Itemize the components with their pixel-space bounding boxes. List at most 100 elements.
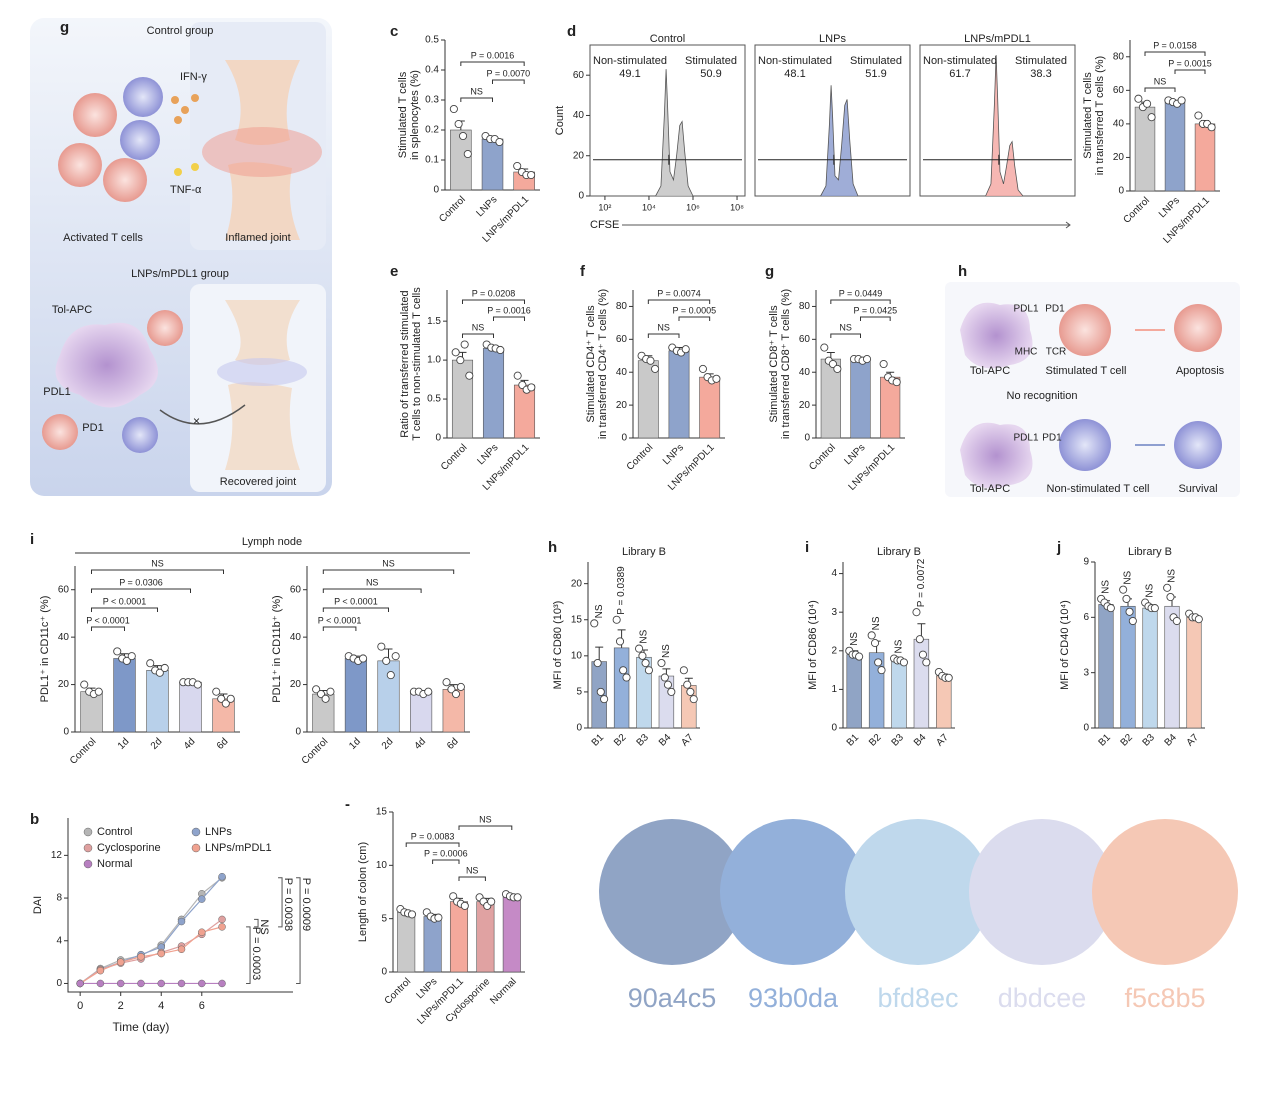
y-axis-label: Stimulated T cells <box>1082 72 1094 159</box>
comparison-bracket <box>322 569 455 574</box>
series-point <box>177 945 186 954</box>
data-point <box>870 639 880 648</box>
data-point <box>226 694 235 703</box>
bar <box>146 670 169 733</box>
y-tick-label: 40 <box>1113 119 1125 130</box>
y-tick-label: 0.2 <box>425 125 439 136</box>
data-point <box>465 371 474 380</box>
comparison-label: P = 0.0158 <box>1153 40 1197 50</box>
data-point <box>820 343 829 352</box>
bar <box>850 358 871 439</box>
bar <box>880 376 901 439</box>
comparison-bracket <box>296 877 301 984</box>
significance-label: NS <box>849 632 860 646</box>
y-axis-label: Stimulated T cells <box>397 71 409 158</box>
data-point <box>94 687 103 696</box>
significance-label: NS <box>871 616 882 630</box>
x-tick-label: Normal <box>488 976 519 1007</box>
data-point <box>899 658 908 667</box>
data-point <box>326 687 335 696</box>
y-tick-label: 0 <box>63 727 69 738</box>
cell <box>1174 304 1222 352</box>
x-tick-label: A7 <box>679 732 696 749</box>
color-swatch <box>599 819 745 965</box>
y-axis-label: Stimulated CD4⁺ T cells <box>585 305 597 423</box>
label: Tol-APC <box>52 304 92 316</box>
bar <box>1164 101 1186 192</box>
series-point <box>218 915 226 924</box>
comparison-label: P = 0.0208 <box>472 288 516 298</box>
label: TCR <box>1046 347 1067 358</box>
data-point <box>434 913 443 922</box>
data-point <box>1122 594 1131 603</box>
panel-letter: i <box>805 539 809 556</box>
color-swatch <box>845 819 991 965</box>
y-tick-label: 10 <box>571 650 583 661</box>
color-code: 90a4c5 <box>628 983 717 1013</box>
bone <box>225 382 300 470</box>
data-point <box>1150 604 1159 613</box>
comparison-bracket <box>91 588 191 593</box>
comparison-label: NS <box>151 558 164 568</box>
gate-name: Stimulated <box>685 55 737 67</box>
comparison-bracket <box>91 626 125 631</box>
data-point <box>127 652 136 661</box>
bar <box>449 901 469 973</box>
x-tick-label: Control <box>1121 195 1152 226</box>
data-point <box>487 897 496 906</box>
axis-line <box>67 818 293 993</box>
comparison-bracket <box>492 79 525 84</box>
data-point <box>698 364 707 373</box>
data-point <box>619 666 628 675</box>
y-tick-label: 20 <box>616 400 628 411</box>
y-tick-label: 0 <box>381 967 387 978</box>
y-tick-label: 15 <box>376 807 388 818</box>
series-point <box>218 872 226 881</box>
series-point <box>116 979 125 988</box>
y-tick-label: 8 <box>56 893 62 904</box>
x-tick-label: 4d <box>182 736 198 752</box>
y-tick-label: 40 <box>616 367 628 378</box>
data-point <box>1128 616 1137 626</box>
data-point <box>458 131 468 141</box>
comparison-bracket <box>1144 51 1206 56</box>
cell <box>123 77 163 117</box>
panel-letter: - <box>345 796 350 813</box>
y-tick-label: 20 <box>799 400 811 411</box>
data-point <box>513 893 522 902</box>
data-point <box>651 364 660 373</box>
y-tick-label: 1.0 <box>427 355 441 366</box>
data-point <box>407 910 417 919</box>
x-tick-label: 10² <box>598 202 611 212</box>
significance-label: NS <box>1101 580 1112 594</box>
y-tick-label: 4 <box>831 568 837 579</box>
cytokines <box>171 94 199 124</box>
density-line <box>655 69 694 197</box>
data-point <box>622 673 631 682</box>
legend-marker <box>191 827 201 837</box>
data-point <box>454 119 463 129</box>
x-tick-label: LNPs <box>1157 195 1182 220</box>
panel-letter: j <box>1056 539 1061 556</box>
comparison-label: P = 0.0074 <box>657 288 701 298</box>
series-point <box>177 979 186 988</box>
gate-value: 48.1 <box>784 68 805 80</box>
significance-label: NS <box>1145 583 1156 597</box>
x-tick-label: LNPs <box>661 442 686 467</box>
data-point <box>1194 111 1203 120</box>
label: TNF-α <box>170 184 202 196</box>
series-point <box>76 979 84 988</box>
comparison-label: P < 0.0001 <box>334 596 378 606</box>
comparison-label: P = 0.0003 <box>250 927 262 980</box>
legend-label: Control <box>97 826 132 838</box>
cell <box>120 120 160 160</box>
data-point <box>892 378 901 387</box>
bar <box>668 350 690 439</box>
bar <box>80 691 103 733</box>
chart-title: Library B <box>877 546 921 558</box>
panel-letter: i <box>30 531 34 548</box>
legend-marker <box>83 859 93 869</box>
x-tick-label: B4 <box>1163 732 1180 749</box>
data-point <box>644 666 653 675</box>
